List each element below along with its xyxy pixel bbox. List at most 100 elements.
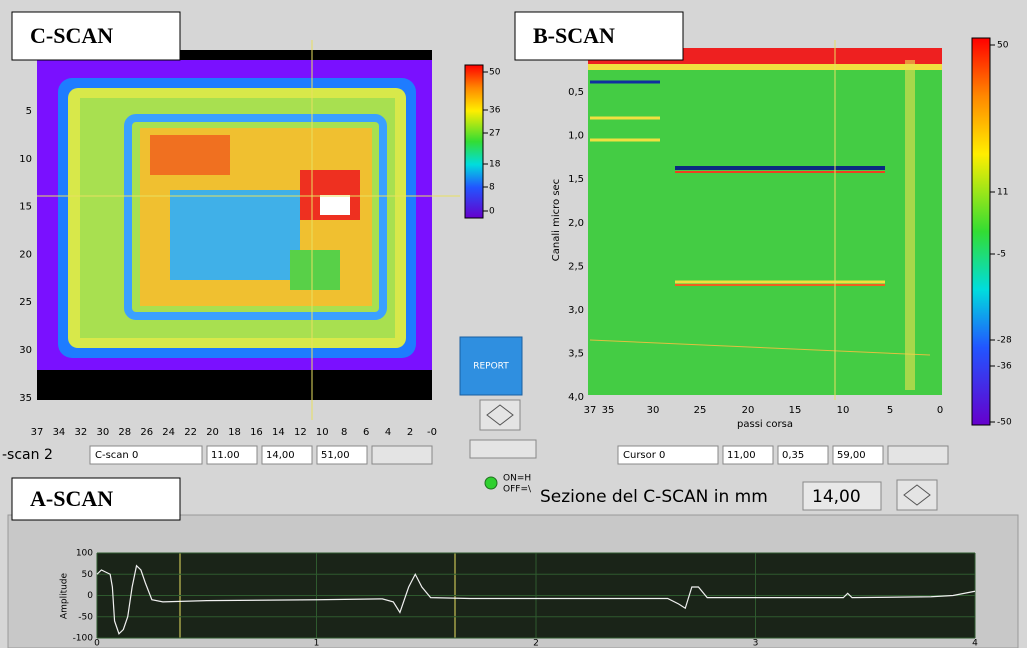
field[interactable] — [617, 445, 719, 465]
b-y-tick: 3,5 — [568, 349, 584, 360]
report-label[interactable]: REPORT — [473, 362, 509, 372]
label-box — [514, 11, 684, 61]
toggle-led[interactable] — [484, 476, 498, 490]
c-x-tick: 32 — [75, 427, 88, 438]
a-y-tick: -100 — [73, 634, 94, 644]
field-text: C-scan 0 — [95, 450, 138, 461]
b-colorbar-label: -36 — [997, 362, 1012, 372]
toggle-label: OFF=\ — [503, 485, 532, 495]
field-text: 11.00 — [211, 450, 240, 461]
field[interactable] — [722, 445, 774, 465]
field[interactable] — [832, 445, 884, 465]
a-y-axis-label: Amplitude — [60, 572, 70, 619]
a-x-tick: 1 — [314, 639, 320, 649]
c-colorbar-label: 27 — [489, 129, 500, 139]
a-y-tick: 100 — [76, 549, 93, 559]
cursor-tools[interactable] — [887, 445, 949, 465]
c-x-tick: -0 — [427, 427, 437, 438]
b-colorbar-label: 11 — [997, 188, 1008, 198]
a-y-tick: 50 — [82, 570, 94, 580]
b-y-tick: 1,5 — [568, 174, 584, 185]
c-x-tick: 28 — [118, 427, 131, 438]
field-text: 59,00 — [837, 450, 866, 461]
b-y-tick: 3,0 — [568, 305, 584, 316]
b-x-tick: 15 — [789, 405, 802, 416]
c-x-tick: 8 — [341, 427, 347, 438]
c-y-tick: 10 — [19, 154, 32, 165]
c-x-tick: 2 — [407, 427, 413, 438]
c-scan-image — [37, 50, 432, 400]
panel-label: B-SCAN — [533, 23, 615, 48]
c-x-tick: 10 — [316, 427, 329, 438]
field[interactable] — [89, 445, 203, 465]
field[interactable] — [261, 445, 313, 465]
b-colorbar-label: -5 — [997, 250, 1006, 260]
c-x-tick: 24 — [162, 427, 175, 438]
c-y-tick: 25 — [19, 297, 32, 308]
field-text: 14,00 — [266, 450, 295, 461]
section-field[interactable] — [802, 481, 882, 511]
c-y-tick: 35 — [19, 393, 32, 404]
toggle-label: ON=H — [503, 474, 531, 484]
c-x-tick: 37 — [31, 427, 44, 438]
b-y-tick: 1,0 — [568, 131, 584, 142]
b-x-tick: 5 — [887, 405, 893, 416]
c-x-tick: 18 — [228, 427, 241, 438]
c-colorbar-label: 36 — [489, 106, 501, 116]
c-colorbar-label: 50 — [489, 68, 501, 78]
c-colorbar — [464, 64, 484, 219]
c-colorbar-label: 18 — [489, 160, 501, 170]
cursor-tools[interactable] — [371, 445, 433, 465]
b-x-tick: 37 — [584, 405, 597, 416]
b-y-tick: 2,0 — [568, 218, 584, 229]
a-y-tick: 0 — [87, 591, 93, 601]
report-button[interactable] — [459, 336, 523, 396]
field[interactable] — [206, 445, 258, 465]
c-colorbar-label: 8 — [489, 183, 495, 193]
c-x-tick: 14 — [272, 427, 285, 438]
c-x-tick: 22 — [184, 427, 197, 438]
c-x-tick: 12 — [294, 427, 307, 438]
c-y-tick: 30 — [19, 345, 32, 356]
b-x-tick: 30 — [647, 405, 660, 416]
nav-icon — [903, 484, 931, 506]
panel-label: A-SCAN — [30, 486, 113, 511]
a-x-tick: 4 — [972, 639, 978, 649]
c-x-tick: 6 — [363, 427, 369, 438]
b-colorbar — [971, 37, 991, 426]
b-colorbar-label: -50 — [997, 418, 1012, 428]
c-y-tick: 5 — [26, 106, 32, 117]
field-text: Cursor 0 — [623, 450, 665, 461]
a-x-tick: 2 — [533, 639, 539, 649]
nav-icon — [486, 404, 514, 426]
c-x-tick: 20 — [206, 427, 219, 438]
field-text: 51,00 — [321, 450, 350, 461]
field[interactable] — [316, 445, 368, 465]
b-x-tick: 10 — [837, 405, 850, 416]
panel-label: C-SCAN — [30, 23, 113, 48]
b-x-tick: 0 — [937, 405, 943, 416]
tab-label[interactable]: -scan 2 — [2, 447, 53, 463]
b-x-tick: 25 — [694, 405, 707, 416]
field-text: 11,00 — [727, 450, 756, 461]
b-y-tick: 2,5 — [568, 261, 584, 272]
b-y-tick: 0,5 — [568, 87, 584, 98]
b-x-axis-label: passi corsa — [737, 419, 793, 430]
a-y-tick: -50 — [78, 612, 93, 622]
field[interactable] — [777, 445, 829, 465]
a-x-tick: 3 — [753, 639, 759, 649]
c-y-tick: 15 — [19, 202, 32, 213]
section-value: 14,00 — [812, 487, 861, 507]
c-x-tick: 4 — [385, 427, 391, 438]
c-colorbar-label: 0 — [489, 207, 495, 217]
b-x-tick: 35 — [602, 405, 615, 416]
c-x-tick: 30 — [96, 427, 109, 438]
b-colorbar-label: -28 — [997, 336, 1012, 346]
c-x-tick: 16 — [250, 427, 263, 438]
c-x-tick: 34 — [53, 427, 66, 438]
graph-tools[interactable] — [469, 439, 537, 459]
b-scan-image — [588, 48, 942, 395]
section-label: Sezione del C-SCAN in mm — [540, 487, 768, 507]
c-x-tick: 26 — [140, 427, 153, 438]
